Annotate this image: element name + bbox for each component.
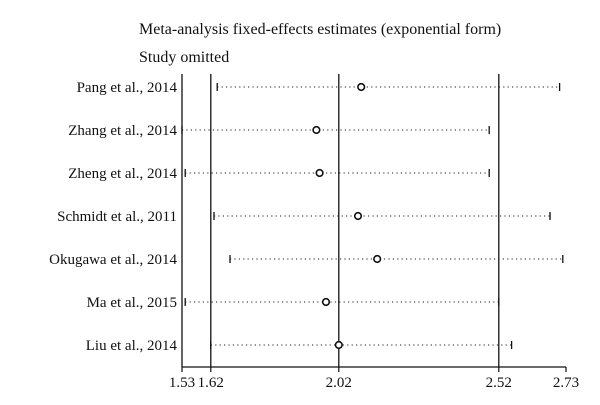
- study-label: Okugawa et al., 2014: [49, 252, 177, 268]
- x-tick-label-3: 2.52: [486, 375, 512, 391]
- study-label: Zhang et al., 2014: [68, 123, 177, 139]
- study-row: Ma et al., 2015: [87, 295, 500, 311]
- study-label: Zheng et al., 2014: [68, 166, 177, 182]
- point-estimate: [373, 254, 382, 264]
- point-estimate: [312, 125, 321, 135]
- x-axis: 1.53 1.62 2.02 2.52 2.73: [169, 74, 579, 391]
- study-row: Liu et al., 2014: [86, 338, 513, 354]
- x-tick-label-0: 1.53: [169, 375, 195, 391]
- x-tick-label-4: 2.73: [553, 375, 579, 391]
- study-label: Schmidt et al., 2011: [57, 209, 177, 225]
- study-row: Zheng et al., 2014: [68, 166, 490, 182]
- chart-title: Meta-analysis fixed-effects estimates (e…: [139, 21, 501, 38]
- study-row: Zhang et al., 2014: [68, 123, 490, 139]
- point-estimate: [353, 211, 363, 221]
- x-tick-label-1: 1.62: [198, 375, 224, 391]
- point-estimate: [334, 340, 343, 350]
- point-estimate: [315, 168, 324, 178]
- chart-subtitle: Study omitted: [139, 49, 229, 66]
- study-row: Schmidt et al., 2011: [57, 209, 551, 225]
- study-row: Pang et al., 2014: [77, 80, 561, 96]
- x-tick-label-2: 2.02: [326, 375, 352, 391]
- reference-lines: [210, 74, 500, 367]
- study-label: Liu et al., 2014: [86, 338, 178, 354]
- point-estimate: [321, 297, 331, 307]
- study-label: Ma et al., 2015: [87, 295, 177, 311]
- study-label: Pang et al., 2014: [77, 80, 178, 96]
- study-rows: Pang et al., 2014 Zhang et al., 2014 Zheng…: [49, 80, 564, 354]
- study-row: Okugawa et al., 2014: [49, 252, 564, 268]
- point-estimate: [357, 82, 366, 92]
